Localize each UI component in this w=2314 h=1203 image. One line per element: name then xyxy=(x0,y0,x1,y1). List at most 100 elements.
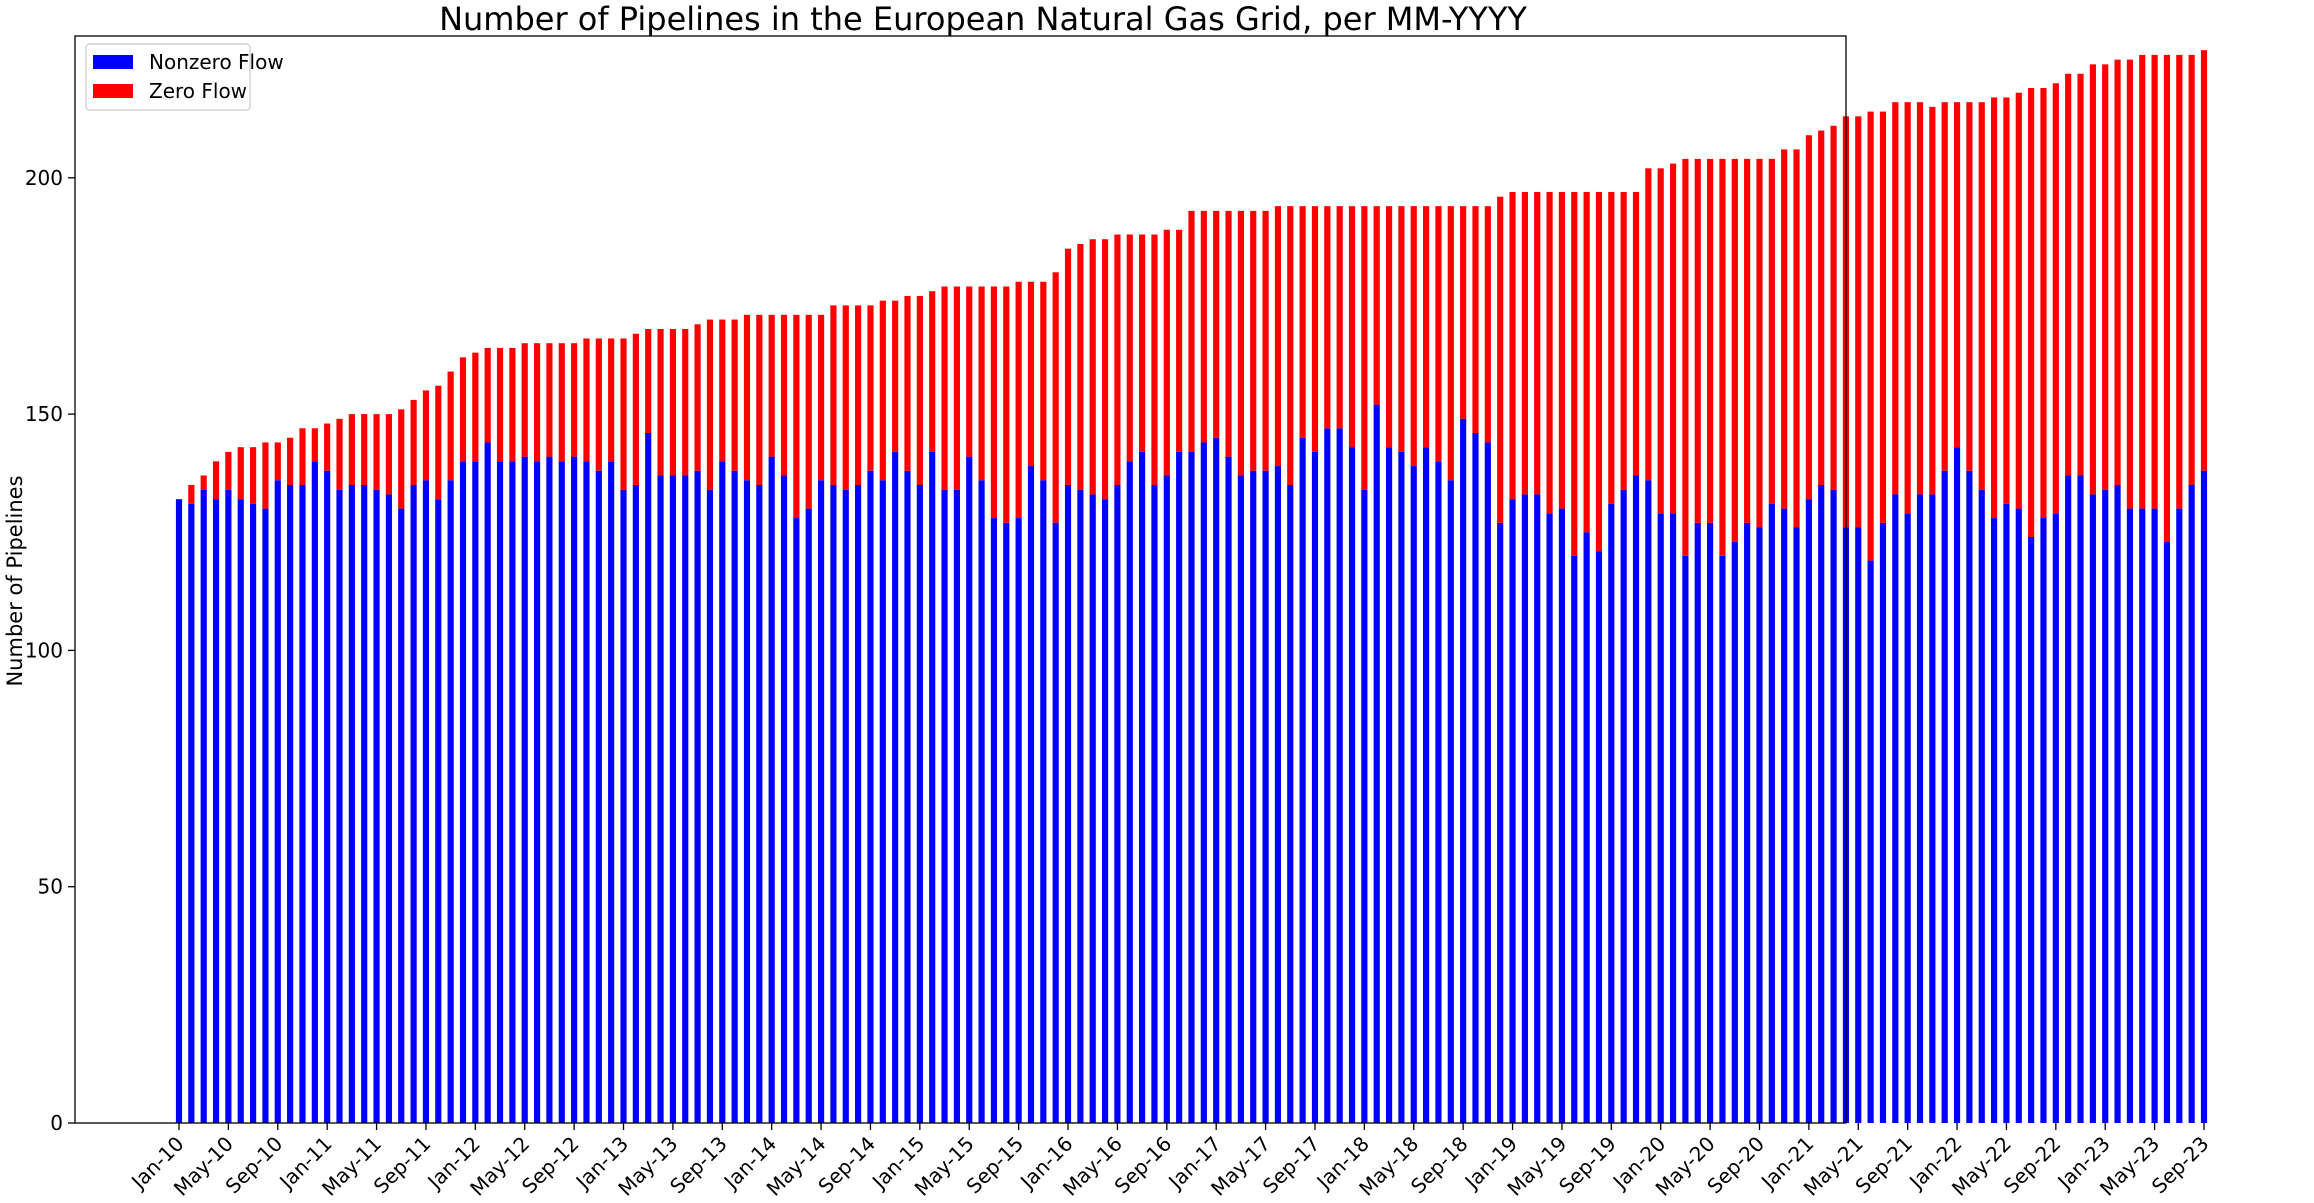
bar-zero-flow xyxy=(422,390,430,481)
bar-nonzero-flow xyxy=(1163,475,1170,1123)
bar-nonzero-flow xyxy=(336,489,343,1123)
bar-nonzero-flow xyxy=(1608,503,1615,1123)
bar-zero-flow xyxy=(632,333,639,485)
bar-zero-flow xyxy=(1805,135,1812,500)
bar-zero-flow xyxy=(2151,54,2158,509)
bar-zero-flow xyxy=(1534,191,1541,495)
bar-zero-flow xyxy=(1373,206,1380,405)
bar-nonzero-flow xyxy=(1497,522,1504,1123)
bar-nonzero-flow xyxy=(521,456,528,1123)
bar-nonzero-flow xyxy=(571,456,578,1123)
bar-nonzero-flow xyxy=(1595,551,1603,1123)
bar-nonzero-flow xyxy=(743,480,751,1123)
bar-zero-flow xyxy=(731,319,738,471)
bar-zero-flow xyxy=(1398,206,1405,452)
bar-nonzero-flow xyxy=(1558,508,1566,1123)
bar-nonzero-flow xyxy=(706,489,714,1123)
bar-zero-flow xyxy=(583,338,590,462)
bar-zero-flow xyxy=(2114,59,2121,485)
bar-nonzero-flow xyxy=(459,461,467,1124)
bar-nonzero-flow xyxy=(1385,447,1393,1123)
bar-nonzero-flow xyxy=(1262,470,1269,1123)
bar-nonzero-flow xyxy=(608,461,615,1124)
bar-zero-flow xyxy=(929,291,936,452)
bar-nonzero-flow xyxy=(1274,466,1282,1123)
bar-zero-flow xyxy=(1250,210,1257,471)
bar-nonzero-flow xyxy=(1064,484,1072,1124)
bar-nonzero-flow xyxy=(509,461,516,1124)
bar-zero-flow xyxy=(1052,272,1059,523)
bar-zero-flow xyxy=(1707,158,1714,523)
bar-zero-flow xyxy=(1324,206,1331,429)
bar-nonzero-flow xyxy=(657,475,664,1123)
bar-nonzero-flow xyxy=(1027,466,1035,1123)
bar-nonzero-flow xyxy=(1101,499,1109,1123)
bar-zero-flow xyxy=(830,305,837,485)
bar-zero-flow xyxy=(2052,83,2059,514)
bar-zero-flow xyxy=(1484,206,1491,443)
legend-label-zero-flow: Zero Flow xyxy=(149,79,247,103)
bar-zero-flow xyxy=(867,305,874,471)
bar-zero-flow xyxy=(324,423,331,471)
bar-zero-flow xyxy=(2065,73,2072,476)
bar-nonzero-flow xyxy=(1126,461,1133,1124)
bar-nonzero-flow xyxy=(1571,555,1578,1123)
bar-zero-flow xyxy=(1423,206,1430,448)
bar-zero-flow xyxy=(1744,158,1751,523)
y-tick-label: 50 xyxy=(38,875,63,899)
y-tick-label: 150 xyxy=(25,402,63,426)
bar-zero-flow xyxy=(1830,125,1837,490)
bar-nonzero-flow xyxy=(1546,513,1553,1123)
bar-zero-flow xyxy=(1361,206,1368,490)
bar-nonzero-flow xyxy=(1287,484,1294,1124)
bar-nonzero-flow xyxy=(2003,503,2010,1123)
bar-zero-flow xyxy=(780,314,788,476)
bar-nonzero-flow xyxy=(719,461,726,1124)
bar-nonzero-flow xyxy=(311,461,318,1124)
bar-zero-flow xyxy=(904,295,911,471)
bar-zero-flow xyxy=(1793,149,1800,528)
y-tick-label: 100 xyxy=(25,638,63,662)
bar-zero-flow xyxy=(1287,206,1294,485)
bar-nonzero-flow xyxy=(1003,522,1010,1123)
bar-nonzero-flow xyxy=(916,484,923,1124)
bar-zero-flow xyxy=(1682,158,1689,556)
bar-nonzero-flow xyxy=(1052,522,1059,1123)
bar-zero-flow xyxy=(1818,130,1825,485)
bar-nonzero-flow xyxy=(2126,508,2133,1123)
bar-zero-flow xyxy=(336,418,343,490)
bar-nonzero-flow xyxy=(2176,508,2183,1123)
bar-nonzero-flow xyxy=(1632,475,1640,1123)
bar-nonzero-flow xyxy=(1719,555,1726,1123)
bar-zero-flow xyxy=(2102,64,2109,490)
bar-nonzero-flow xyxy=(1509,499,1516,1123)
bar-zero-flow xyxy=(990,286,998,519)
bar-nonzero-flow xyxy=(793,518,800,1123)
bar-zero-flow xyxy=(533,343,541,462)
bar-zero-flow xyxy=(435,385,442,500)
bar-zero-flow xyxy=(1151,234,1158,485)
bar-zero-flow xyxy=(1978,102,1985,490)
bar-zero-flow xyxy=(1472,206,1479,433)
bar-nonzero-flow xyxy=(1867,560,1874,1123)
bar-nonzero-flow xyxy=(1892,494,1899,1123)
plot-frame xyxy=(74,35,1847,1124)
bar-zero-flow xyxy=(459,357,467,462)
bar-zero-flow xyxy=(978,286,985,481)
bar-nonzero-flow xyxy=(422,480,430,1123)
bar-zero-flow xyxy=(1385,206,1393,448)
bar-nonzero-flow xyxy=(1040,480,1047,1123)
bar-zero-flow xyxy=(2188,54,2195,485)
bar-nonzero-flow xyxy=(1731,541,1738,1123)
bar-nonzero-flow xyxy=(1669,513,1677,1123)
bar-zero-flow xyxy=(1114,234,1121,485)
bar-nonzero-flow xyxy=(484,442,491,1123)
bar-zero-flow xyxy=(620,338,627,490)
bar-nonzero-flow xyxy=(1237,475,1244,1123)
bar-zero-flow xyxy=(373,414,380,490)
bar-zero-flow xyxy=(805,314,812,509)
bar-nonzero-flow xyxy=(2188,484,2195,1124)
bar-zero-flow xyxy=(1237,210,1244,476)
bar-nonzero-flow xyxy=(1077,489,1084,1123)
bar-zero-flow xyxy=(1126,234,1133,462)
